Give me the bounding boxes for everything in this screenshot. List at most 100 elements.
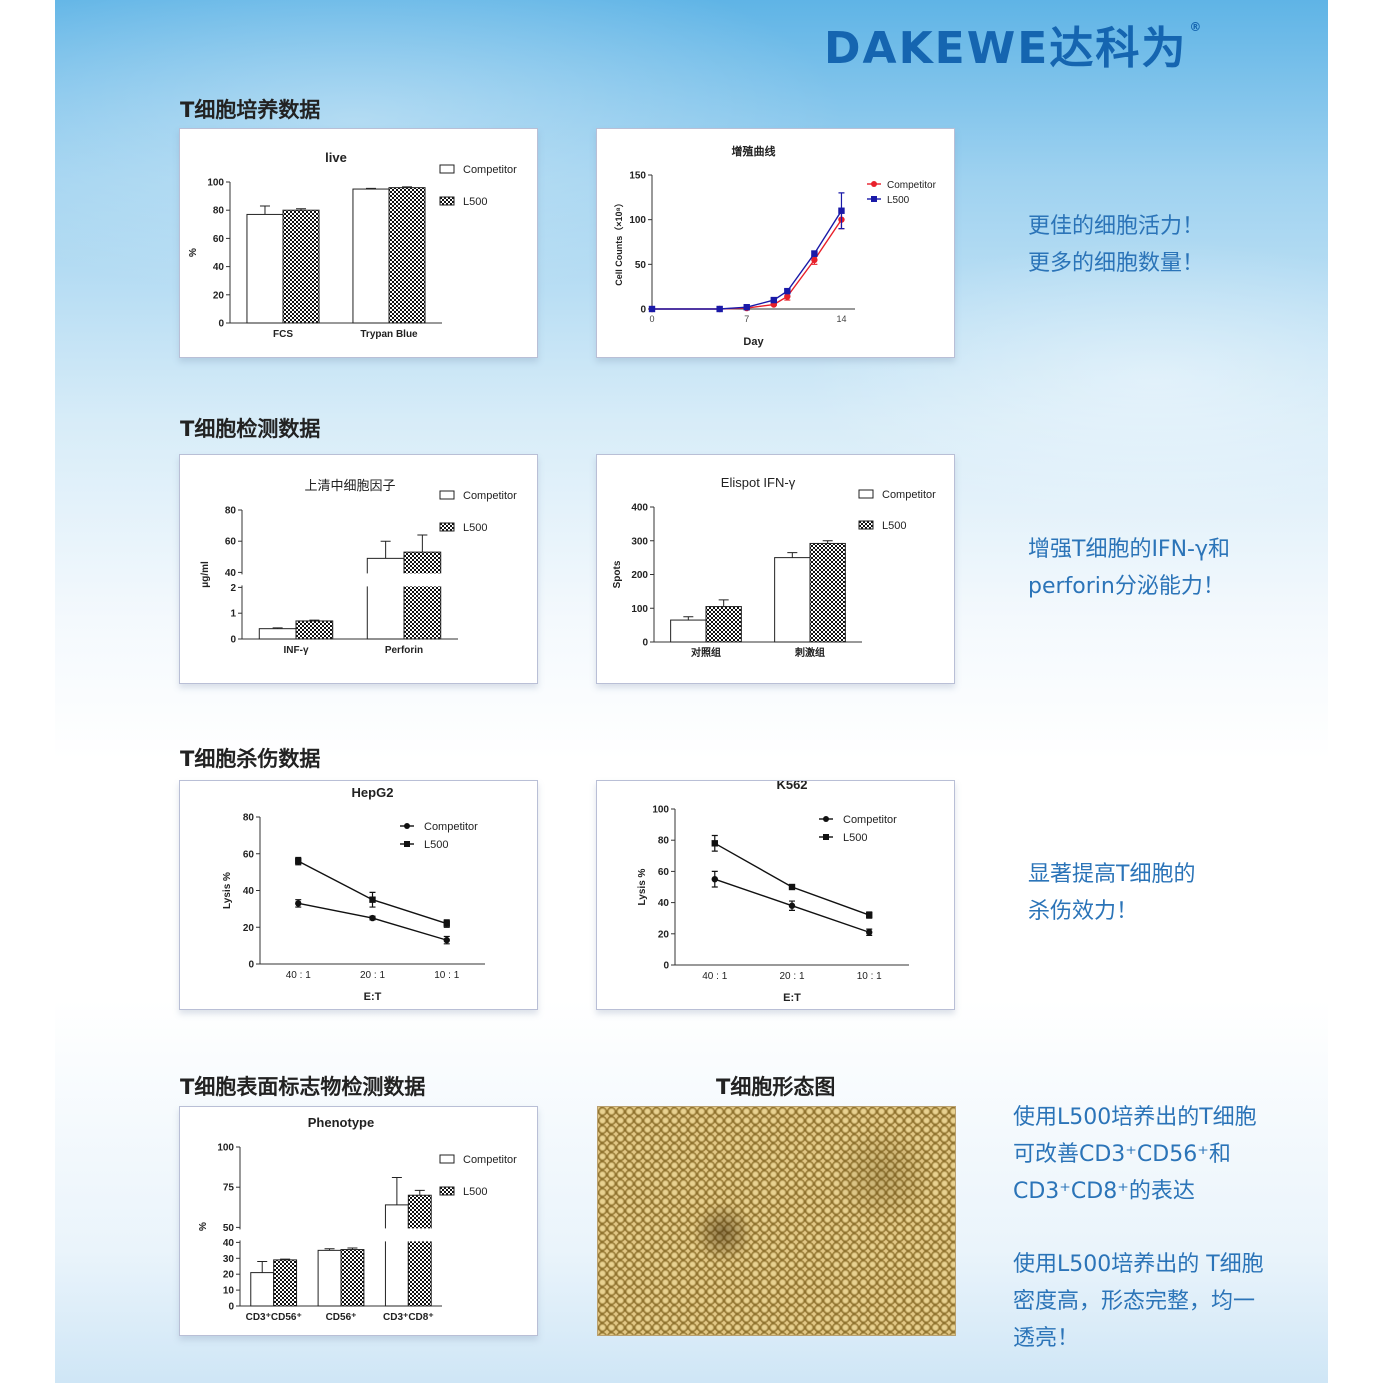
- bar-break-gap: [243, 573, 459, 587]
- x-category-label: 20 : 1: [779, 971, 804, 982]
- data-point: [788, 902, 796, 909]
- y-tick-label: 100: [207, 178, 224, 189]
- error-bar: [347, 1247, 358, 1250]
- bar: [250, 1272, 275, 1307]
- y-axis-label: Spots: [612, 560, 623, 588]
- y-tick-label: 80: [243, 813, 255, 824]
- chart-card-k562: K562 0 20 40 60 80 100 Lysis % E:T 40 : 1 20 : 1 10…: [596, 780, 955, 1010]
- legend-label: L500: [843, 832, 867, 844]
- legend-label: Competitor: [463, 1154, 517, 1166]
- side-line: 密度高，形态完整，均一: [1013, 1289, 1256, 1314]
- error-bar: [272, 627, 283, 629]
- x-category-label: 刺激组: [794, 646, 825, 659]
- data-point: [295, 900, 302, 907]
- y-tick-label: 100: [629, 215, 646, 226]
- section-title-surface: T细胞表面标志物检测数据: [180, 1075, 426, 1099]
- legend-marker: [404, 841, 410, 847]
- bar: [273, 1259, 298, 1307]
- error-bar: [309, 619, 320, 621]
- y-tick-label: 0: [642, 638, 648, 649]
- chart-hepg2: HepG2 0 20 40 60 80 Lysis % E:T 40 : 1 20 : 1 10 :…: [222, 785, 485, 1003]
- legend-label: Competitor: [463, 490, 517, 502]
- y-tick-label: 60: [243, 849, 255, 860]
- data-point: [866, 929, 873, 936]
- section-title-killing: T细胞杀伤数据: [180, 747, 321, 771]
- y-tick-label: 1: [230, 609, 236, 620]
- y-tick-label: 0: [218, 319, 224, 330]
- x-category-label: 40 : 1: [702, 971, 727, 982]
- y-tick-label: 40: [225, 568, 237, 579]
- bar: [705, 606, 742, 643]
- error-bar: [402, 186, 413, 188]
- legend-swatch: [439, 164, 455, 174]
- legend-label: Competitor: [424, 821, 478, 833]
- error-bar: [380, 540, 391, 559]
- legend-swatch: [439, 490, 455, 500]
- side-text-culture: 更佳的细胞活力！ 更多的细胞数量！: [1028, 208, 1204, 282]
- bar: [258, 628, 297, 640]
- x-category-label: CD3⁺CD8⁺: [383, 1312, 434, 1323]
- error-bar: [296, 208, 307, 211]
- side-line: CD3⁺CD8⁺的表达: [1013, 1179, 1195, 1204]
- y-axis-label: %: [188, 248, 199, 257]
- data-point: [784, 287, 791, 295]
- y-axis-label: Cell Counts（×10⁸）: [614, 198, 624, 286]
- data-point: [743, 304, 750, 311]
- error-bar: [259, 205, 270, 215]
- data-point: [811, 250, 818, 257]
- legend-marker: [404, 823, 410, 829]
- series-line: [298, 902, 447, 941]
- y-axis-label: Lysis %: [222, 872, 233, 909]
- legend-label: L500: [887, 195, 910, 206]
- y-tick-label: 80: [225, 506, 237, 517]
- y-tick-label: 300: [631, 536, 648, 547]
- y-axis-label: μg/ml: [200, 561, 211, 588]
- legend-swatch: [439, 1186, 455, 1196]
- side-line: 增强T细胞的IFN-γ和: [1028, 537, 1230, 562]
- y-tick-label: 20: [223, 1270, 235, 1281]
- t-cell-micrograph: [597, 1106, 956, 1336]
- y-tick-label: 200: [631, 570, 648, 581]
- bar: [282, 209, 320, 324]
- x-category-label: FCS: [273, 329, 293, 340]
- side-line: 可改善CD3⁺CD56⁺和: [1013, 1142, 1231, 1167]
- bar: [340, 1249, 365, 1307]
- y-tick-label: 20: [243, 923, 255, 934]
- error-bar: [257, 1260, 268, 1273]
- y-axis-label: %: [198, 1222, 209, 1231]
- x-category-label: 40 : 1: [286, 970, 311, 981]
- y-tick-label: 60: [225, 537, 237, 548]
- data-point: [838, 207, 845, 214]
- data-point: [295, 857, 302, 865]
- error-bar: [822, 540, 833, 544]
- y-tick-label: 60: [213, 234, 225, 245]
- x-category-label: 对照组: [691, 646, 721, 659]
- legend-label: L500: [463, 1186, 487, 1198]
- error-bar: [414, 1189, 425, 1196]
- legend-marker: [823, 834, 829, 840]
- y-tick-label: 60: [658, 867, 670, 878]
- bar: [403, 551, 442, 640]
- chart-title: Phenotype: [308, 1115, 374, 1130]
- legend-label: Competitor: [463, 164, 517, 176]
- bar: [295, 620, 334, 640]
- y-tick-label: 40: [658, 898, 670, 909]
- error-bar: [324, 1248, 335, 1251]
- y-tick-label: 20: [658, 929, 670, 940]
- side-line: 使用L500培养出的T细胞: [1013, 1105, 1257, 1130]
- legend-swatch: [858, 520, 874, 530]
- bar: [407, 1194, 432, 1307]
- data-point: [711, 876, 718, 883]
- chart-live: live 0 20 40 60 80 100% FCS Trypan Blue Competito…: [188, 150, 517, 340]
- x-category-label: INF-γ: [284, 645, 309, 656]
- chart-title: 上清中细胞因子: [304, 478, 395, 493]
- y-tick-label: 400: [631, 503, 648, 514]
- chart-title: HepG2: [352, 785, 394, 800]
- bar: [246, 213, 284, 324]
- bar: [317, 1249, 342, 1307]
- section-title-culture: T细胞培养数据: [180, 98, 321, 122]
- data-point: [369, 914, 376, 922]
- chart-elispot: Elispot IFN-γ 0 100 200 300 400 Spots 对照组 刺激组 Com…: [612, 475, 936, 659]
- data-point: [811, 256, 818, 264]
- y-tick-label: 80: [213, 206, 225, 217]
